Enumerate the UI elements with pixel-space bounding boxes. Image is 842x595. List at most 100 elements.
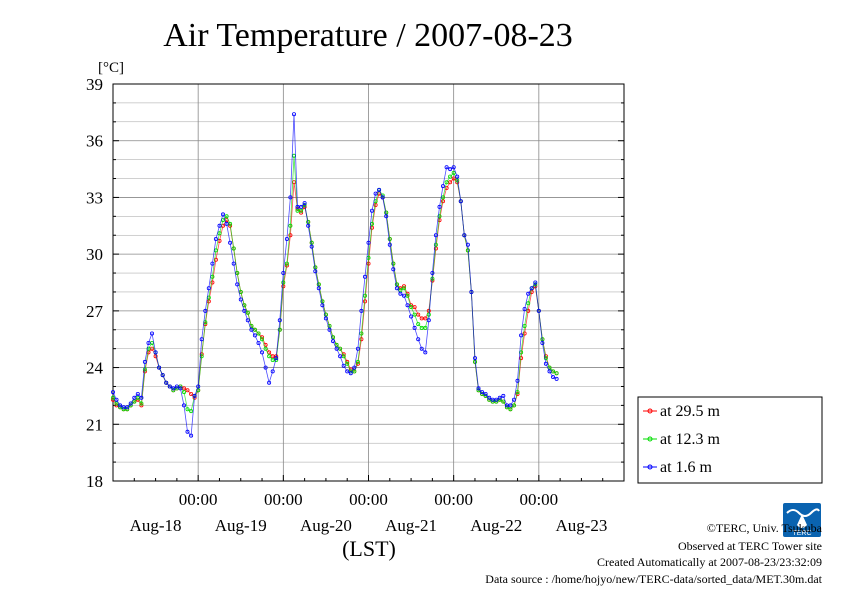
observed-text: Observed at TERC Tower site (678, 539, 822, 553)
data-point (178, 386, 183, 391)
data-point (533, 280, 538, 285)
data-point (355, 346, 360, 351)
y-tick-label: 27 (86, 302, 104, 321)
x-date-label: Aug-21 (385, 516, 437, 535)
data-point (153, 350, 158, 355)
data-point (224, 214, 229, 219)
data-point (135, 391, 140, 396)
data-point (196, 384, 201, 389)
data-point (284, 261, 289, 266)
data-point (114, 397, 119, 402)
data-point (320, 299, 325, 304)
data-point (440, 184, 445, 189)
logo-text: TERC (792, 530, 811, 537)
x-date-label: Aug-20 (300, 516, 352, 535)
data-point (224, 221, 229, 226)
data-point (437, 214, 442, 219)
data-point (185, 407, 190, 412)
series-line (112, 114, 557, 437)
data-point (125, 405, 130, 410)
data-point (512, 397, 517, 402)
data-point (377, 187, 382, 192)
data-point (554, 371, 559, 376)
data-point (348, 371, 353, 376)
y-tick-label: 33 (86, 188, 103, 207)
data-point (316, 282, 321, 287)
data-point (384, 214, 389, 219)
x-date-label: Aug-23 (555, 516, 607, 535)
data-point (146, 346, 151, 351)
data-point (323, 316, 328, 321)
terc-logo: TERC (783, 503, 821, 537)
source-text: Data source : /home/hojyo/new/TERC-data/… (485, 572, 822, 586)
data-point (142, 367, 147, 372)
data-point (213, 236, 218, 241)
data-point (494, 397, 499, 402)
data-point (231, 261, 236, 266)
data-point (483, 391, 488, 396)
data-point (313, 269, 318, 274)
y-tick-label: 18 (86, 472, 103, 491)
data-point (423, 325, 428, 330)
data-point (451, 170, 456, 175)
data-point (359, 337, 364, 342)
data-point (220, 212, 225, 217)
data-point (256, 331, 261, 336)
data-point (185, 388, 190, 393)
data-point (352, 369, 357, 374)
data-point (423, 316, 428, 321)
legend-label: at 29.5 m (660, 403, 721, 420)
data-point (338, 354, 343, 359)
data-point (118, 403, 123, 408)
data-point (430, 270, 435, 275)
data-point (526, 291, 531, 296)
data-point (345, 369, 350, 374)
data-point (139, 401, 144, 406)
data-point (334, 346, 339, 351)
data-point (401, 286, 406, 291)
data-point (398, 288, 403, 293)
data-point (529, 286, 534, 291)
data-point (508, 407, 513, 412)
data-point (323, 312, 328, 317)
data-point (526, 301, 531, 306)
data-point (111, 390, 116, 395)
data-point (277, 327, 282, 332)
y-axis-ticks: 18 21 24 27 30 33 36 39 (86, 75, 624, 491)
data-point (472, 356, 477, 361)
y-tick-label: 24 (86, 359, 104, 378)
data-point (235, 282, 240, 287)
data-point (412, 312, 417, 317)
data-point (210, 280, 215, 285)
data-point (345, 361, 350, 366)
x-axis-ticks: 00:00 00:00 00:00 00:00 00:00 Aug-18 Aug-19 Aug… (112, 475, 625, 535)
data-point (139, 395, 144, 400)
data-point (398, 291, 403, 296)
data-point (359, 308, 364, 313)
data-point (480, 390, 485, 395)
data-point (263, 365, 268, 370)
data-point (416, 322, 421, 327)
data-point (547, 369, 552, 374)
data-point (387, 242, 392, 247)
data-point (554, 376, 559, 381)
data-point (451, 176, 456, 181)
data-point (242, 308, 247, 313)
data-point (536, 308, 541, 313)
data-point (281, 270, 286, 275)
data-point (519, 333, 524, 338)
x-time-label: 00:00 (264, 490, 303, 509)
y-tick-label: 39 (86, 75, 103, 94)
data-point (256, 340, 261, 345)
x-date-label: Aug-22 (470, 516, 522, 535)
data-point (281, 280, 286, 285)
data-point (380, 195, 385, 200)
data-point (426, 318, 431, 323)
data-point (501, 393, 506, 398)
data-point (320, 303, 325, 308)
data-point (416, 337, 421, 342)
data-point (288, 233, 293, 238)
data-point (465, 242, 470, 247)
data-point (259, 337, 264, 342)
